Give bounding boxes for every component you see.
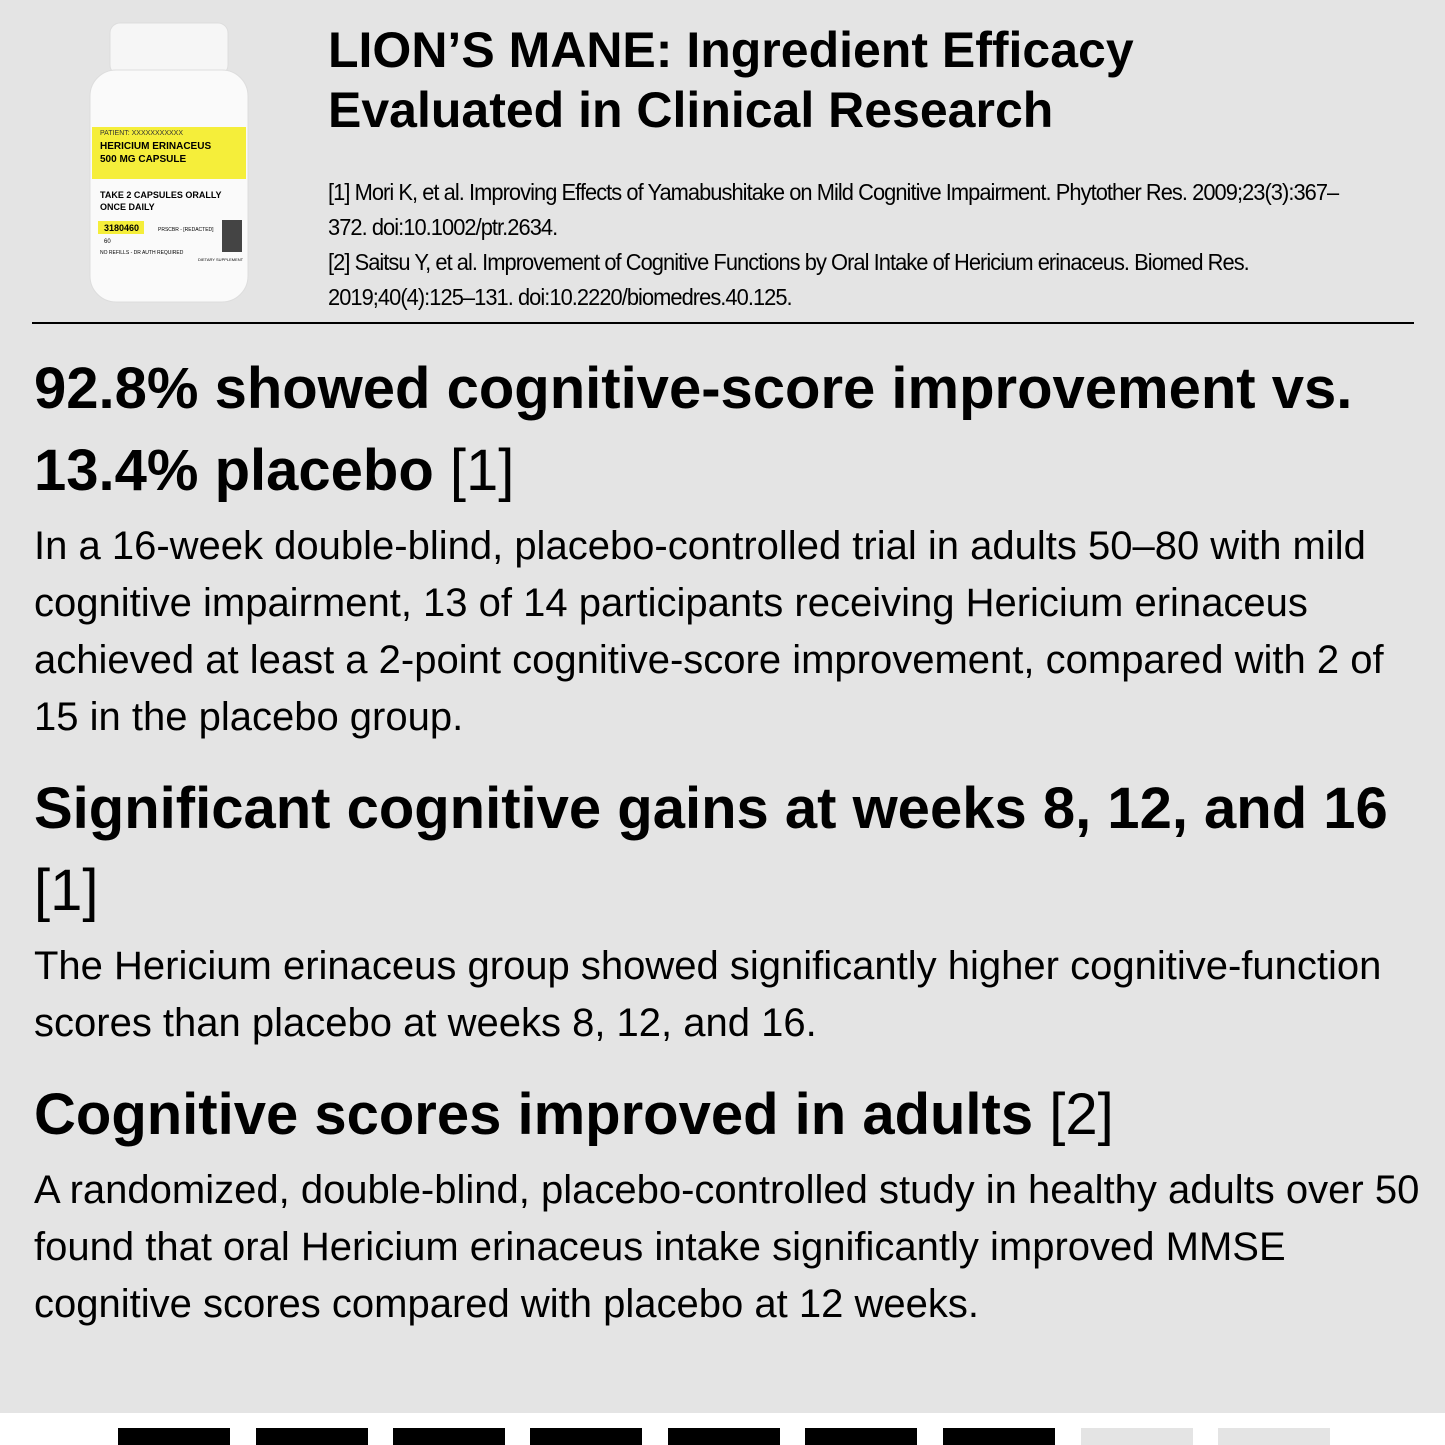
divider (32, 322, 1414, 324)
heading-text: Significant cognitive gains at weeks 8, … (34, 776, 1388, 841)
citation: [2] (1049, 1082, 1114, 1147)
progress-segment (668, 1428, 780, 1445)
bottle-body (89, 69, 249, 303)
label-text: DIETARY SUPPLEMENT (198, 257, 244, 262)
section: Significant cognitive gains at weeks 8, … (34, 768, 1424, 1052)
progress-indicator (0, 1413, 1445, 1445)
label-text: NO REFILLS - DR AUTH REQUIRED (100, 250, 184, 256)
citation: [1] (449, 438, 515, 503)
label-text: 500 MG CAPSULE (100, 154, 186, 165)
product-bottle: PATIENT: XXXXXXXXXXX HERICIUM ERINACEUS … (89, 22, 249, 303)
progress-segment (1081, 1428, 1193, 1445)
section-body: In a 16-week double-blind, placebo-contr… (34, 524, 1384, 739)
label-text: HERICIUM ERINACEUS (100, 141, 211, 152)
heading-text: Cognitive scores improved in adults (34, 1082, 1034, 1147)
label-text: PRSCBR - [REDACTED] (158, 227, 214, 233)
reference: [2] Saitsu Y, et al. Improvement of Cogn… (328, 249, 1250, 310)
sections: 92.8% showed cognitive-score improvement… (34, 348, 1424, 1355)
progress-segment (256, 1428, 368, 1445)
citation: [1] (34, 858, 99, 923)
section-body: The Hericium erinaceus group showed sign… (34, 944, 1382, 1045)
qr-code (222, 220, 242, 252)
progress-segment (118, 1428, 230, 1445)
rx-band (98, 221, 144, 234)
section: 92.8% showed cognitive-score improvement… (34, 348, 1424, 746)
section-heading: 92.8% showed cognitive-score improvement… (34, 348, 1424, 512)
references: [1] Mori K, et al. Improving Effects of … (328, 175, 1368, 315)
progress-segment (943, 1428, 1055, 1445)
bottle-cap (109, 22, 229, 76)
section-body: A randomized, double-blind, placebo-cont… (34, 1168, 1420, 1326)
heading-text: 92.8% showed cognitive-score improvement… (34, 356, 1353, 503)
progress-segment (530, 1428, 642, 1445)
progress-segment (805, 1428, 917, 1445)
label-text: TAKE 2 CAPSULES ORALLY (100, 190, 222, 200)
label-text: 60 (104, 239, 111, 245)
progress-segment (393, 1428, 505, 1445)
label-text: 3180460 (104, 223, 139, 233)
section-heading: Significant cognitive gains at weeks 8, … (34, 768, 1424, 932)
label-text: PATIENT: XXXXXXXXXXX (100, 130, 183, 137)
section-heading: Cognitive scores improved in adults [2] (34, 1074, 1424, 1156)
title: LION’S MANE: Ingredient Efficacy Evaluat… (328, 22, 1134, 138)
label-text: ONCE DAILY (100, 202, 155, 212)
section: Cognitive scores improved in adults [2] A… (34, 1074, 1424, 1333)
progress-segment (1218, 1428, 1330, 1445)
reference: [1] Mori K, et al. Improving Effects of … (328, 179, 1339, 240)
label-band (92, 127, 246, 179)
